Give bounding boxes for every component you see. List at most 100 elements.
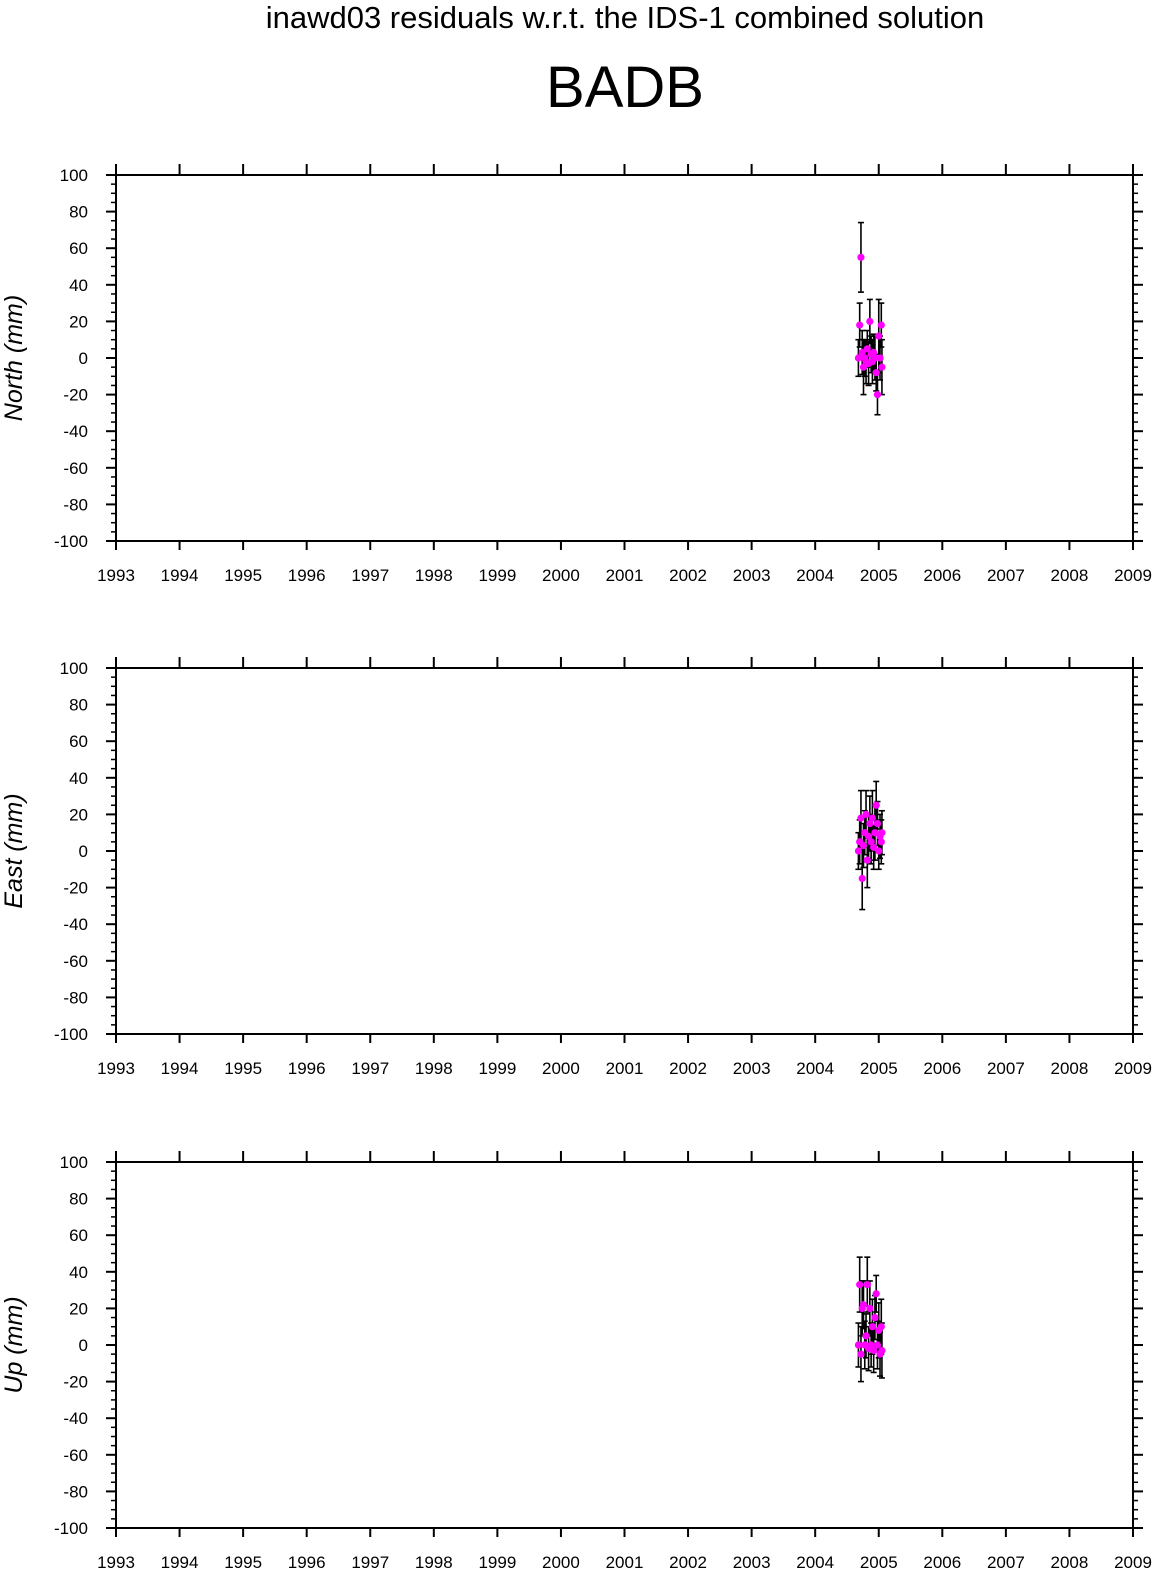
east-xtick-label: 2003 <box>733 1059 771 1078</box>
north-data-point <box>859 363 868 371</box>
up-xtick-label: 2006 <box>923 1553 961 1572</box>
up-ylabel: Up (mm) <box>0 1296 28 1393</box>
up-xtick-label: 2001 <box>606 1553 644 1572</box>
north-data-point <box>858 348 866 357</box>
east-xtick-label: 2004 <box>796 1059 834 1078</box>
up-xtick-label: 2003 <box>733 1553 771 1572</box>
up-data-point <box>857 1350 865 1358</box>
up-xtick-label: 1998 <box>415 1553 453 1572</box>
up-data-point <box>854 1341 863 1349</box>
up-ytick-label: 60 <box>69 1226 88 1245</box>
north-ytick-label: -100 <box>54 532 88 551</box>
east-data-point <box>863 856 871 864</box>
up-data-point <box>870 1346 878 1355</box>
north-panel: 1993 1994 1995 1996 1997 1998 1999 2000 2001 2002… <box>0 164 1152 585</box>
up-xtick-label: 2004 <box>796 1553 834 1572</box>
east-ytick-label: 40 <box>69 769 88 788</box>
up-xtick-label: 2007 <box>987 1553 1025 1572</box>
north-data-point <box>857 253 865 261</box>
north-data-point <box>863 345 871 353</box>
up-data-point <box>878 1346 886 1355</box>
east-ytick-label: -20 <box>63 879 88 898</box>
east-data-point <box>858 874 866 883</box>
east-ytick-label: -80 <box>63 988 88 1007</box>
north-xtick-label: 2008 <box>1051 566 1089 585</box>
north-ytick-label: 100 <box>60 166 88 185</box>
north-ytick-label: 20 <box>69 312 88 331</box>
north-ylabel: North (mm) <box>0 295 28 421</box>
east-xtick-label: 2008 <box>1051 1059 1089 1078</box>
up-ytick-label: -20 <box>63 1373 88 1392</box>
east-ytick-label: 80 <box>69 696 88 715</box>
up-ytick-label: -80 <box>63 1482 88 1501</box>
up-xtick-label: 2009 <box>1114 1553 1152 1572</box>
north-xtick-label: 2006 <box>923 566 961 585</box>
east-data-point <box>866 819 874 828</box>
up-xtick-label: 1997 <box>351 1553 389 1572</box>
east-plot-frame <box>115 667 1134 1035</box>
east-data-point <box>857 814 865 822</box>
east-data-point <box>870 843 878 851</box>
north-data-point <box>872 369 880 377</box>
up-data-point <box>867 1341 875 1349</box>
east-ytick-label: -60 <box>63 952 88 971</box>
north-xtick-label: 1994 <box>161 566 199 585</box>
up-xtick-label: 1993 <box>97 1553 135 1572</box>
up-xtick-label: 1999 <box>478 1553 516 1572</box>
east-data-point <box>868 814 876 822</box>
north-data-point <box>875 332 883 340</box>
east-xtick-label: 2000 <box>542 1059 580 1078</box>
up-xtick-label: 2005 <box>860 1553 898 1572</box>
north-data-point <box>870 348 878 357</box>
up-ytick-label: -60 <box>63 1446 88 1465</box>
north-xtick-label: 1996 <box>288 566 326 585</box>
up-data-point <box>877 1323 885 1331</box>
up-ytick-label: 80 <box>69 1190 88 1209</box>
north-xtick-label: 2003 <box>733 566 771 585</box>
north-xtick-label: 2001 <box>606 566 644 585</box>
north-ytick-label: -80 <box>63 495 88 514</box>
north-data-point <box>878 363 886 371</box>
chart-title: inawd03 residuals w.r.t. the IDS-1 combi… <box>265 0 985 35</box>
east-data-point <box>854 847 863 855</box>
east-ytick-label: 100 <box>60 659 88 678</box>
north-data-point <box>866 317 874 325</box>
north-xtick-label: 1997 <box>351 566 389 585</box>
east-ytick-label: 0 <box>79 842 88 861</box>
east-ytick-label: -100 <box>54 1025 88 1044</box>
north-ytick-label: -40 <box>63 422 88 441</box>
east-xtick-label: 1994 <box>161 1059 199 1078</box>
up-xtick-label: 2008 <box>1051 1553 1089 1572</box>
north-data-point <box>856 321 864 329</box>
up-ytick-label: -40 <box>63 1409 88 1428</box>
east-data-point <box>871 829 879 837</box>
east-xtick-label: 2002 <box>669 1059 707 1078</box>
north-ytick-label: 80 <box>69 203 88 222</box>
up-data-point <box>859 1301 868 1309</box>
east-xtick-label: 2006 <box>923 1059 961 1078</box>
up-data-point <box>871 1313 879 1322</box>
up-xtick-label: 1995 <box>224 1553 262 1572</box>
up-data-point <box>863 1281 871 1289</box>
east-data-point <box>872 801 880 809</box>
east-xtick-label: 1999 <box>478 1059 516 1078</box>
north-xtick-label: 1993 <box>97 566 135 585</box>
east-data-point <box>877 838 885 846</box>
north-data-point <box>877 321 885 329</box>
north-xtick-label: 2007 <box>987 566 1025 585</box>
north-data-point <box>871 354 879 362</box>
east-xtick-label: 1996 <box>288 1059 326 1078</box>
north-ytick-label: 0 <box>79 349 88 368</box>
east-xtick-label: 1998 <box>415 1059 453 1078</box>
east-xtick-label: 1993 <box>97 1059 135 1078</box>
east-panel: 1993 1994 1995 1996 1997 1998 1999 2000 2001 2002… <box>0 657 1152 1078</box>
up-ytick-label: 100 <box>60 1153 88 1172</box>
up-data-point <box>873 1341 882 1349</box>
north-xtick-label: 2009 <box>1114 566 1152 585</box>
east-data-point <box>867 838 875 846</box>
north-ytick-label: 60 <box>69 239 88 258</box>
north-data-point <box>854 354 863 362</box>
north-data-point <box>876 354 884 362</box>
north-xtick-label: 2004 <box>796 566 834 585</box>
